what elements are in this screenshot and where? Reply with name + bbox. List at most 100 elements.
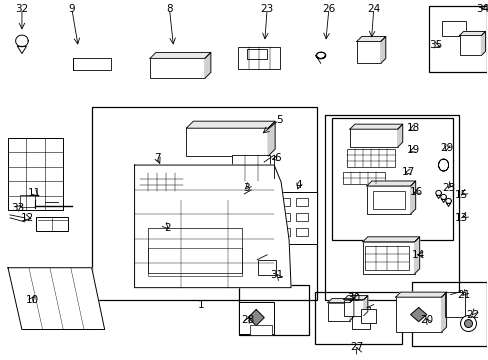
Text: 13: 13 <box>454 213 467 223</box>
Bar <box>395 297 441 332</box>
Polygon shape <box>8 268 104 329</box>
Text: 10: 10 <box>25 294 39 305</box>
Text: 11: 11 <box>28 188 41 198</box>
Text: 16: 16 <box>409 187 423 197</box>
Bar <box>295 198 307 206</box>
Polygon shape <box>150 53 210 58</box>
Text: 6: 6 <box>273 153 280 163</box>
Text: 2: 2 <box>164 223 170 233</box>
Text: 23: 23 <box>260 4 273 14</box>
Bar <box>356 41 380 63</box>
Bar <box>139 173 183 191</box>
Bar <box>92 107 316 300</box>
Polygon shape <box>356 36 385 41</box>
Text: 4: 4 <box>295 180 302 190</box>
Text: 29: 29 <box>439 143 452 153</box>
Polygon shape <box>395 292 446 297</box>
Bar <box>20 195 35 207</box>
Text: 20: 20 <box>419 315 432 325</box>
Polygon shape <box>436 195 440 199</box>
Bar <box>364 246 408 270</box>
Polygon shape <box>410 181 415 214</box>
Bar <box>361 309 376 323</box>
Polygon shape <box>441 199 445 203</box>
Text: 26: 26 <box>322 4 335 14</box>
Polygon shape <box>459 31 485 36</box>
Polygon shape <box>440 194 446 199</box>
Text: 12: 12 <box>21 213 35 223</box>
Polygon shape <box>204 53 210 78</box>
Bar <box>147 228 242 273</box>
Bar <box>295 228 307 236</box>
Bar <box>258 260 276 275</box>
Polygon shape <box>267 121 275 156</box>
Bar <box>278 198 289 206</box>
Polygon shape <box>343 296 367 300</box>
Polygon shape <box>134 165 290 288</box>
Text: 22: 22 <box>465 310 478 320</box>
Text: 27: 27 <box>349 342 363 352</box>
Polygon shape <box>349 124 402 129</box>
Text: 15: 15 <box>454 190 467 200</box>
Bar <box>428 5 487 72</box>
Bar <box>346 149 394 167</box>
Bar <box>314 292 401 345</box>
Text: 30: 30 <box>346 293 360 303</box>
Text: 8: 8 <box>166 4 172 14</box>
Bar <box>150 58 204 78</box>
Polygon shape <box>435 190 441 195</box>
Bar <box>277 192 316 244</box>
Text: 34: 34 <box>475 4 488 14</box>
Bar <box>342 172 384 184</box>
Bar <box>343 300 363 316</box>
Text: 17: 17 <box>401 167 414 177</box>
Bar <box>362 242 414 274</box>
Bar <box>441 21 465 36</box>
Polygon shape <box>414 237 419 274</box>
Bar <box>327 303 349 320</box>
Text: 33: 33 <box>11 203 24 213</box>
Bar <box>295 213 307 221</box>
Polygon shape <box>446 203 449 207</box>
Polygon shape <box>445 198 450 203</box>
Bar <box>411 282 487 346</box>
Polygon shape <box>397 124 402 147</box>
Text: 24: 24 <box>366 4 380 14</box>
Bar <box>331 118 451 240</box>
Polygon shape <box>410 307 426 321</box>
Text: 7: 7 <box>154 153 161 163</box>
Polygon shape <box>441 292 446 332</box>
Polygon shape <box>248 310 264 325</box>
Bar <box>238 302 273 333</box>
Bar <box>444 292 464 317</box>
Polygon shape <box>481 31 485 55</box>
Bar <box>459 36 481 55</box>
Text: 18: 18 <box>406 123 420 133</box>
Polygon shape <box>366 181 415 186</box>
Bar <box>250 324 272 334</box>
Bar <box>247 49 266 59</box>
Bar <box>186 128 267 156</box>
Bar <box>372 191 404 209</box>
Bar <box>351 307 369 329</box>
Bar <box>36 217 68 231</box>
Bar <box>239 285 308 334</box>
Polygon shape <box>380 36 385 63</box>
Text: 28: 28 <box>241 315 254 325</box>
Text: 3: 3 <box>243 183 249 193</box>
Circle shape <box>460 316 475 332</box>
Text: 9: 9 <box>68 4 75 14</box>
Text: 32: 32 <box>15 4 28 14</box>
Text: 5: 5 <box>275 115 282 125</box>
Text: 21: 21 <box>456 290 469 300</box>
Text: 14: 14 <box>411 250 425 260</box>
Polygon shape <box>327 299 353 303</box>
Bar <box>238 48 280 69</box>
Polygon shape <box>363 296 367 316</box>
Bar <box>230 191 244 205</box>
Bar <box>8 138 62 210</box>
Polygon shape <box>362 237 419 242</box>
Text: 1: 1 <box>198 300 204 310</box>
Polygon shape <box>18 46 26 54</box>
Circle shape <box>464 320 471 328</box>
